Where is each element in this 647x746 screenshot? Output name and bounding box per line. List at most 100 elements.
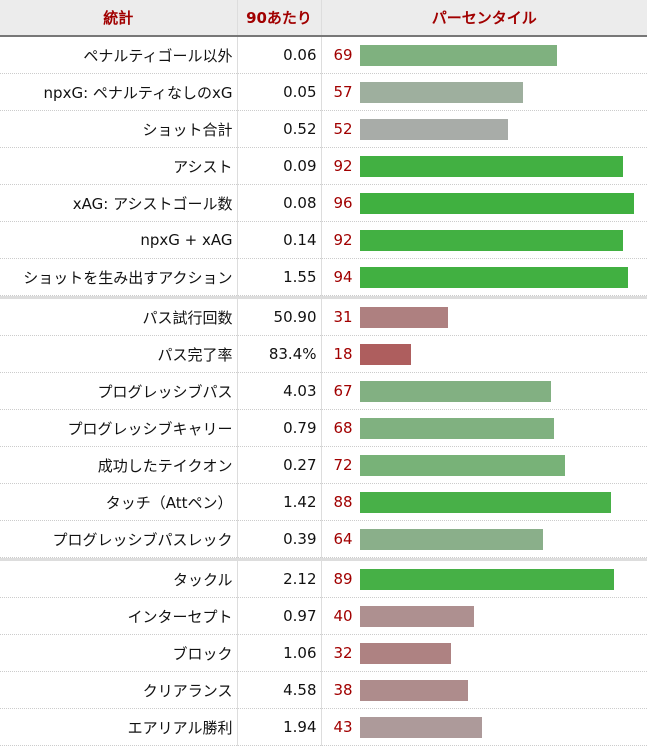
stat-name: プログレッシブパスレック [0, 520, 237, 558]
stat-name: タックル [0, 561, 237, 598]
table-row: 成功したテイクオン 0.27 72 [0, 446, 647, 484]
percentile-bar [359, 569, 615, 590]
stat-name: パス試行回数 [0, 299, 237, 336]
percentile-value: 88 [333, 493, 353, 511]
stat-name: ショット合計 [0, 110, 237, 148]
divider [0, 295, 647, 299]
per90-value: 0.27 [236, 446, 321, 484]
percentile-cell: 72 [320, 446, 647, 484]
percentile-cell: 18 [320, 335, 647, 373]
percentile-bar [359, 45, 557, 66]
percentile-cell: 38 [320, 671, 647, 709]
table-row: xAG: アシストゴール数 0.08 96 [0, 184, 647, 222]
percentile-bar [359, 119, 509, 140]
percentile-value: 43 [333, 718, 353, 736]
table-row: npxG: ペナルティなしのxG 0.05 57 [0, 73, 647, 111]
percentile-cell: 69 [320, 36, 647, 74]
table-row: エアリアル勝利 1.94 43 [0, 708, 647, 746]
percentile-cell: 40 [320, 597, 647, 635]
per90-value: 1.55 [236, 258, 321, 296]
header-percentile[interactable]: パーセンタイル [320, 0, 647, 37]
percentile-value: 69 [333, 46, 353, 64]
per90-value: 50.90 [236, 299, 321, 336]
per90-value: 1.42 [236, 483, 321, 521]
percentile-value: 64 [333, 530, 353, 548]
percentile-value: 38 [333, 681, 353, 699]
table-row: ペナルティゴール以外 0.06 69 [0, 36, 647, 74]
stat-name: プログレッシブパス [0, 372, 237, 410]
table-row: ショット合計 0.52 52 [0, 110, 647, 148]
section-divider [0, 557, 647, 561]
stat-name: ペナルティゴール以外 [0, 36, 237, 74]
percentile-cell: 57 [320, 73, 647, 111]
stat-name: プログレッシブキャリー [0, 409, 237, 447]
percentile-value: 92 [333, 231, 353, 249]
percentile-value: 68 [333, 419, 353, 437]
header-stat[interactable]: 統計 [0, 0, 237, 37]
stat-name: ブロック [0, 634, 237, 672]
stat-name: タッチ（Attペン） [0, 483, 237, 521]
percentile-bar [359, 529, 543, 550]
per90-value: 0.97 [236, 597, 321, 635]
per90-value: 0.52 [236, 110, 321, 148]
header-row: 統計 90あたり パーセンタイル [0, 0, 647, 37]
percentile-bar [359, 418, 554, 439]
percentile-cell: 92 [320, 221, 647, 259]
percentile-value: 96 [333, 194, 353, 212]
percentile-cell: 64 [320, 520, 647, 558]
percentile-value: 57 [333, 83, 353, 101]
table-row: アシスト 0.09 92 [0, 147, 647, 185]
percentile-cell: 32 [320, 634, 647, 672]
percentile-bar [359, 193, 635, 214]
percentile-cell: 68 [320, 409, 647, 447]
stat-name: パス完了率 [0, 335, 237, 373]
percentile-value: 52 [333, 120, 353, 138]
table-row: タッチ（Attペン） 1.42 88 [0, 483, 647, 521]
percentile-bar [359, 230, 623, 251]
per90-value: 2.12 [236, 561, 321, 598]
percentile-value: 32 [333, 644, 353, 662]
stat-name: クリアランス [0, 671, 237, 709]
percentile-cell: 43 [320, 708, 647, 746]
percentile-cell: 92 [320, 147, 647, 185]
percentile-value: 31 [333, 308, 353, 326]
per90-value: 4.03 [236, 372, 321, 410]
percentile-bar [359, 381, 552, 402]
stat-name: xAG: アシストゴール数 [0, 184, 237, 222]
stat-name: ショットを生み出すアクション [0, 258, 237, 296]
stat-name: 成功したテイクオン [0, 446, 237, 484]
percentile-value: 18 [333, 345, 353, 363]
percentile-value: 94 [333, 268, 353, 286]
percentile-bar [359, 680, 469, 701]
stat-name: npxG: ペナルティなしのxG [0, 73, 237, 111]
header-per90[interactable]: 90あたり [236, 0, 321, 37]
per90-value: 0.05 [236, 73, 321, 111]
stat-name: npxG + xAG [0, 221, 237, 259]
table-row: パス完了率 83.4% 18 [0, 335, 647, 373]
table-row: プログレッシブパス 4.03 67 [0, 372, 647, 410]
percentile-cell: 31 [320, 299, 647, 336]
percentile-cell: 94 [320, 258, 647, 296]
per90-value: 0.14 [236, 221, 321, 259]
percentile-value: 67 [333, 382, 353, 400]
stat-name: アシスト [0, 147, 237, 185]
per90-value: 0.39 [236, 520, 321, 558]
per90-value: 0.09 [236, 147, 321, 185]
percentile-value: 72 [333, 456, 353, 474]
percentile-cell: 52 [320, 110, 647, 148]
per90-value: 0.08 [236, 184, 321, 222]
percentile-bar [359, 492, 612, 513]
divider [0, 557, 647, 561]
per90-value: 1.06 [236, 634, 321, 672]
section-divider [0, 295, 647, 299]
percentile-cell: 96 [320, 184, 647, 222]
per90-value: 0.06 [236, 36, 321, 74]
percentile-value: 92 [333, 157, 353, 175]
percentile-cell: 89 [320, 561, 647, 598]
percentile-bar [359, 267, 629, 288]
percentile-bar [359, 455, 566, 476]
percentile-bar [359, 344, 411, 365]
percentile-bar [359, 82, 523, 103]
stat-name: インターセプト [0, 597, 237, 635]
